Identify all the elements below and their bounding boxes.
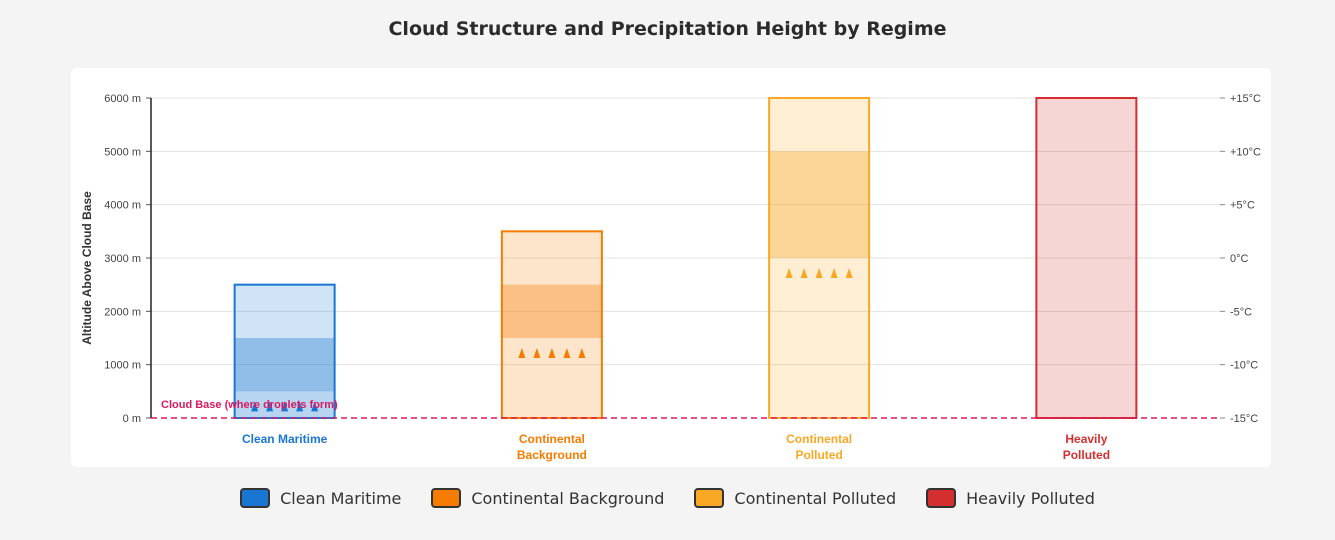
bar-group: [500, 230, 603, 419]
precip-marker: [311, 401, 319, 412]
legend-label: Continental Background: [471, 488, 665, 508]
legend-label: Continental Polluted: [734, 488, 897, 508]
chart-card: [71, 68, 1271, 467]
precip-marker: [296, 401, 304, 412]
right-axis-tick-label: -5°C: [1230, 306, 1252, 318]
legend-swatch: [431, 488, 462, 508]
legend-swatch: [926, 488, 957, 508]
legend: Clean Maritime Continental Background Co…: [0, 488, 1335, 508]
bar-fill: [234, 284, 335, 418]
legend-swatch: [694, 488, 725, 508]
precip-marker: [266, 401, 274, 412]
bar-dense-band: [769, 151, 870, 258]
legend-item-continental-polluted[interactable]: Continental Polluted: [694, 488, 896, 508]
bars-layer: [233, 97, 1138, 419]
bar-dense-band: [501, 284, 602, 338]
right-axis-tick-label: +15°C: [1230, 93, 1261, 105]
precip-marker: [251, 401, 259, 412]
x-category-label: Background: [517, 448, 587, 462]
bar-group: [233, 283, 336, 419]
precip-marker: [518, 348, 526, 358]
y-tick-label: 3000 m: [104, 253, 141, 265]
right-axis-tick-label: -10°C: [1230, 360, 1258, 372]
y-tick-label: 0 m: [123, 413, 141, 425]
legend-item-continental-background[interactable]: Continental Background: [431, 488, 664, 508]
y-tick-label: 1000 m: [104, 360, 141, 372]
precip-marker: [563, 348, 571, 358]
right-axis-tick-label: +10°C: [1230, 146, 1261, 158]
bar-fill: [1036, 98, 1137, 418]
precip-marker: [281, 401, 289, 412]
y-tick-label: 6000 m: [104, 93, 141, 105]
right-axis-tick-label: 0°C: [1230, 253, 1249, 265]
y-axis-title: Altitude Above Cloud Base: [80, 191, 94, 345]
x-category-label: Continental: [519, 432, 585, 446]
x-category-label: Polluted: [1063, 448, 1110, 462]
precip-marker: [533, 348, 541, 358]
right-axis-tick-label: +5°C: [1230, 200, 1255, 212]
y-tick-label: 5000 m: [104, 146, 141, 158]
cloud-base-label: Cloud Base (where droplets form): [161, 399, 338, 411]
bar-fill: [501, 231, 602, 418]
y-tick-label: 2000 m: [104, 306, 141, 318]
legend-label: Clean Maritime: [280, 488, 402, 508]
legend-item-heavily-polluted[interactable]: Heavily Polluted: [926, 488, 1095, 508]
x-category-label: Heavily: [1065, 432, 1107, 446]
legend-swatch: [240, 488, 271, 508]
bar-group: [768, 97, 871, 419]
right-axis-tick-label: -15°C: [1230, 413, 1258, 425]
grid-layer: [151, 97, 1220, 366]
bar-outline: [768, 97, 871, 419]
legend-label: Heavily Polluted: [966, 488, 1095, 508]
precip-marker: [548, 348, 556, 358]
precip-marker: [845, 268, 853, 278]
chart-title: Cloud Structure and Precipitation Height…: [388, 18, 947, 40]
precip-marker: [830, 268, 838, 278]
bar-fill: [769, 98, 870, 418]
x-category-label: Clean Maritime: [242, 432, 328, 446]
axis-layer: 0 m -15°C 1000 m -10°C 2000 m -5°C 3000 m 0°C 40…: [104, 93, 1261, 462]
y-tick-label: 4000 m: [104, 200, 141, 212]
bar-group: [1035, 97, 1138, 419]
legend-item-clean-maritime[interactable]: Clean Maritime: [240, 488, 401, 508]
precip-marker: [815, 268, 823, 278]
x-category-label: Polluted: [795, 448, 842, 462]
x-category-label: Continental: [786, 432, 852, 446]
precip-marker: [800, 268, 808, 278]
precip-marker: [578, 348, 586, 358]
precip-marker: [785, 268, 793, 278]
